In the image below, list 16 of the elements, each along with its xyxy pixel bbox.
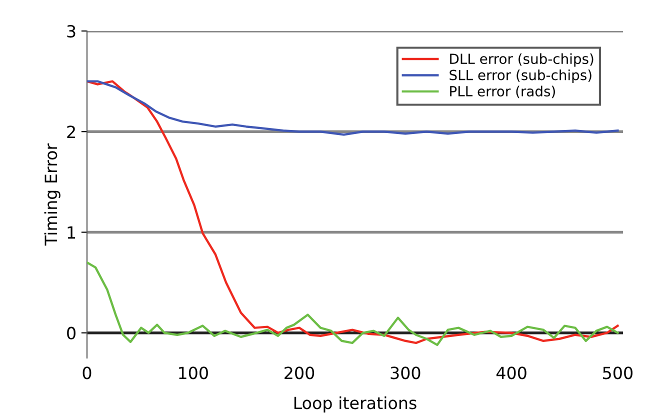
x-tick-label: 500 [603,366,632,380]
x-tick-label: 0 [82,366,92,380]
legend-label: DLL error (sub-chips) [450,53,594,67]
x-tick-label: 100 [179,366,208,380]
y-tick-label: 2 [67,126,75,138]
y-tick-label: 3 [67,24,76,38]
legend-label: SLL error (sub-chips) [450,70,592,83]
x-tick-label: 300 [390,366,420,380]
x-tick-label: 400 [496,366,526,380]
y-tick-label: 1 [68,226,76,239]
y-axis-title: Timing Error [44,143,60,246]
line-series [87,261,619,346]
x-axis-title: Loop iterations [294,396,416,412]
legend-label: PLL error (rads) [450,86,555,98]
x-tick-label: 200 [284,366,314,380]
y-tick-label: 0 [67,326,76,340]
